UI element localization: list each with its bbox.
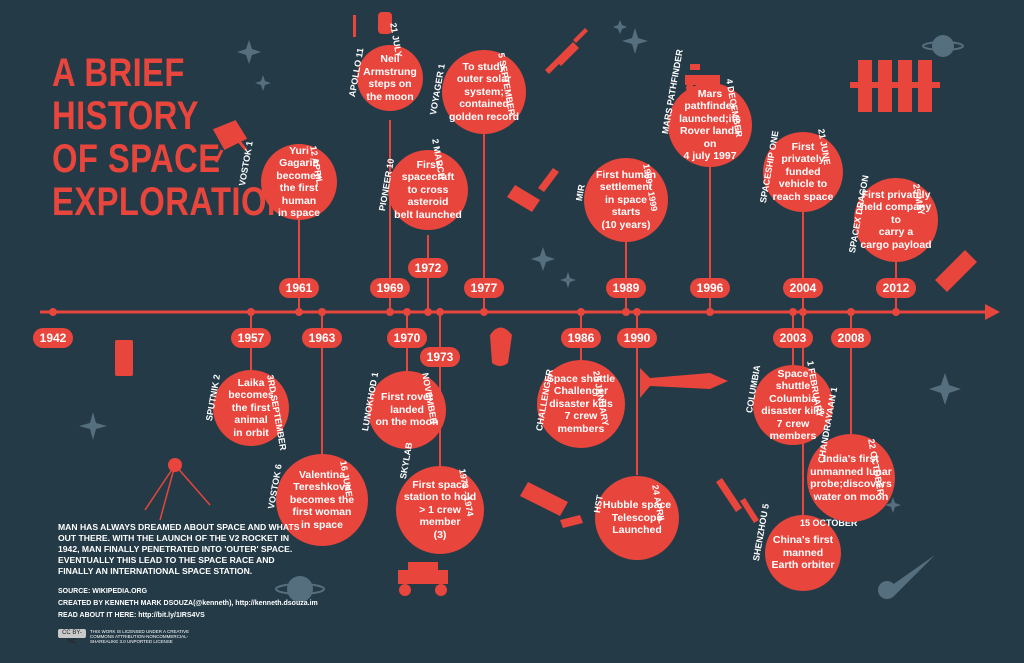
phone-box-icon bbox=[115, 340, 133, 376]
star-icon bbox=[560, 272, 576, 288]
year-label-1963: 1963 bbox=[302, 328, 342, 348]
event-bubble-spaceship1: First privately funded vehicle to reach … bbox=[763, 132, 843, 212]
timeline-arrow bbox=[985, 304, 1000, 320]
title-line: EXPLORATION bbox=[52, 180, 291, 224]
event-bubble-marspf: Mars pathfinder launched;its Rover lands… bbox=[668, 83, 752, 167]
event-bubble-skylab: First space station to hold > 1 crew mem… bbox=[396, 466, 484, 554]
event-description: First privately funded vehicle to reach … bbox=[772, 140, 834, 203]
year-label-1942: 1942 bbox=[33, 328, 73, 348]
event-description: First space station to hold > 1 crew mem… bbox=[403, 478, 477, 541]
star-icon bbox=[885, 497, 901, 513]
event-bubble-mir: First human settlement in space starts (… bbox=[584, 158, 668, 242]
probe-icon bbox=[212, 120, 248, 163]
event-bubble-apollo11: Neil Armstrung steps on the moon bbox=[357, 45, 423, 111]
star-icon bbox=[237, 40, 261, 64]
event-description: India's first unmanned lunar probe;disco… bbox=[810, 453, 892, 503]
astronaut-icon bbox=[378, 12, 392, 34]
year-label-1972: 1972 bbox=[408, 258, 448, 278]
year-label-2003: 2003 bbox=[773, 328, 813, 348]
event-description: Neil Armstrung steps on the moon bbox=[363, 53, 417, 103]
event-description: Valentina Tereshkova becomes the first w… bbox=[289, 468, 355, 531]
event-bubble-vostok6: Valentina Tereshkova becomes the first w… bbox=[276, 454, 368, 546]
event-description: First human settlement in space starts (… bbox=[595, 168, 657, 231]
event-bubble-sputnik2: Laika becomes the first animal in orbit bbox=[213, 370, 289, 446]
event-bubble-dragon: First privately held company to carry a … bbox=[854, 178, 938, 262]
rocket-icon bbox=[716, 478, 759, 523]
planet-icon bbox=[932, 35, 954, 57]
event-bubble-shenzhou5: China's first manned Earth orbiter bbox=[765, 515, 841, 591]
star-icon bbox=[613, 20, 627, 34]
source-credit: SOURCE: WIKIPEDIA.ORG bbox=[58, 588, 148, 595]
year-label-1970: 1970 bbox=[387, 328, 427, 348]
year-label-2012: 2012 bbox=[876, 278, 916, 298]
event-description: China's first manned Earth orbiter bbox=[771, 534, 835, 572]
year-label-1973: 1973 bbox=[420, 347, 460, 367]
satellite-icon bbox=[935, 250, 977, 292]
rover-icon bbox=[685, 64, 720, 85]
title-line: OF SPACE bbox=[52, 137, 221, 181]
date-label: 15 OCTOBER bbox=[800, 518, 858, 528]
comet-icon bbox=[885, 555, 935, 597]
hubble-icon bbox=[520, 482, 583, 528]
event-bubble-voyager1: To study outer solar system; contained g… bbox=[442, 50, 526, 134]
event-description: First rover landed on the moon bbox=[375, 391, 439, 429]
astronaut-icon bbox=[490, 327, 512, 366]
year-label-1996: 1996 bbox=[690, 278, 730, 298]
satellite-icon bbox=[545, 28, 588, 74]
iss-icon bbox=[850, 60, 940, 112]
year-label-2008: 2008 bbox=[831, 328, 871, 348]
timeline-dot bbox=[49, 308, 57, 316]
infographic-title: A BRIEF HISTORY OF SPACE EXPLORATION bbox=[52, 52, 291, 224]
star-icon bbox=[531, 247, 555, 271]
event-bubble-lunokhod1: First rover landed on the moon bbox=[368, 371, 446, 449]
event-description: First spacecraft to cross asteroid belt … bbox=[394, 158, 462, 221]
author-credit: CREATED BY KENNETH MARK DSOUZA(@kenneth)… bbox=[58, 600, 318, 607]
telescope-icon bbox=[507, 168, 559, 212]
event-description: Space shuttle Columbia disaster kills 7 … bbox=[761, 367, 825, 443]
star-icon bbox=[622, 28, 648, 54]
title-line: A BRIEF bbox=[52, 51, 185, 95]
star-icon bbox=[255, 75, 271, 91]
event-description: Yuri Gagarin becomes the first human in … bbox=[276, 144, 322, 220]
license-text: THIS WORK IS LICENSED UNDER A CREATIVE C… bbox=[90, 629, 190, 644]
year-label-1989: 1989 bbox=[606, 278, 646, 298]
title-line: HISTORY bbox=[52, 94, 199, 138]
year-label-1977: 1977 bbox=[464, 278, 504, 298]
event-bubble-challenger: Space shuttle Challenger disaster kills … bbox=[537, 360, 625, 448]
event-bubble-vostok1: Yuri Gagarin becomes the first human in … bbox=[261, 144, 337, 220]
creative-commons-badge: CC BY-NC bbox=[58, 629, 86, 645]
year-label-1990: 1990 bbox=[617, 328, 657, 348]
star-icon bbox=[79, 412, 107, 440]
event-description: First privately held company to carry a … bbox=[860, 188, 932, 251]
event-bubble-hst: Hubble space Telescope Launched bbox=[595, 476, 679, 560]
read-more-link[interactable]: READ ABOUT IT HERE: http://bit.ly/1IRS4V… bbox=[58, 612, 205, 619]
event-description: Hubble space Telescope Launched bbox=[602, 499, 672, 537]
year-label-1969: 1969 bbox=[370, 278, 410, 298]
year-label-2004: 2004 bbox=[783, 278, 823, 298]
event-description: Space shuttle Challenger disaster kills … bbox=[546, 372, 616, 435]
star-icon bbox=[929, 373, 961, 405]
event-description: To study outer solar system; contained g… bbox=[448, 60, 519, 123]
event-bubble-pioneer10: First spacecraft to cross asteroid belt … bbox=[388, 150, 468, 230]
year-label-1986: 1986 bbox=[561, 328, 601, 348]
planet-icon bbox=[287, 576, 313, 602]
lunar-rover-icon bbox=[398, 562, 448, 584]
event-description: Mars pathfinder launched;its Rover lands… bbox=[679, 87, 741, 163]
year-label-1957: 1957 bbox=[231, 328, 271, 348]
event-bubble-columbia: Space shuttle Columbia disaster kills 7 … bbox=[753, 365, 833, 445]
year-label-1961: 1961 bbox=[279, 278, 319, 298]
event-description: Laika becomes the first animal in orbit bbox=[228, 376, 274, 439]
event-bubble-chandrayaan1: India's first unmanned lunar probe;disco… bbox=[807, 434, 895, 522]
space-shuttle-icon bbox=[640, 368, 728, 398]
intro-text: MAN HAS ALWAYS DREAMED ABOUT SPACE AND W… bbox=[58, 522, 300, 576]
